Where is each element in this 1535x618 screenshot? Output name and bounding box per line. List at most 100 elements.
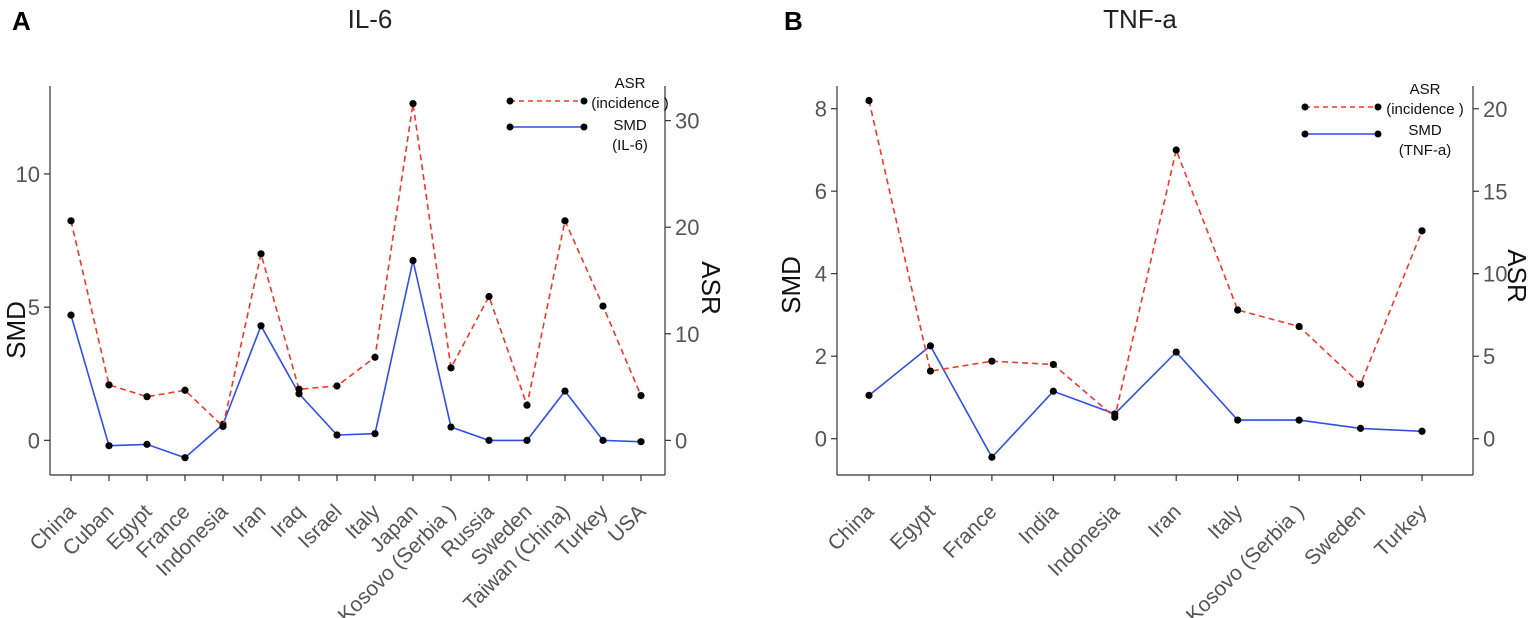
panel-a-legend: ASR (incidence ) SMD (IL-6) — [506, 75, 669, 154]
smd-point — [257, 322, 265, 330]
asr-point — [371, 353, 379, 361]
panel-b-letter: B — [784, 6, 803, 36]
right-tick-label: 20 — [675, 215, 699, 240]
smd-point — [181, 454, 189, 462]
right-tick-label: 10 — [675, 322, 699, 347]
smd-point — [67, 311, 75, 319]
legend-asr-marker — [506, 97, 514, 105]
right-tick-label: 5 — [1483, 344, 1495, 369]
legend-asr-label: ASR — [615, 75, 646, 92]
smd-point — [105, 442, 113, 450]
left-tick-label: 10 — [16, 162, 40, 187]
x-tick-label: France — [939, 500, 1001, 562]
asr-point — [219, 422, 227, 431]
panel-b-series — [865, 96, 1426, 461]
smd-point — [1356, 424, 1365, 432]
legend-asr-marker — [580, 97, 588, 105]
smd-point — [865, 391, 873, 399]
smd-series-line — [70, 260, 642, 459]
panel-b-left-ticks: 0 2 4 6 8 — [815, 97, 837, 452]
asr-point — [257, 250, 265, 258]
panel-b-left-axis-title: SMD — [776, 256, 806, 314]
x-tick-label: USA — [604, 500, 651, 547]
left-tick-label: 8 — [815, 97, 827, 122]
smd-point — [1234, 416, 1242, 424]
x-tick-label: Italy — [1204, 500, 1248, 544]
legend-asr-label-sub: (incidence ) — [591, 95, 669, 112]
x-tick-label: India — [1014, 500, 1063, 549]
panel-a-right-axis-title: ASR — [696, 261, 726, 314]
smd-point — [1295, 416, 1303, 424]
right-tick-label: 0 — [1483, 427, 1495, 452]
legend-smd-marker — [506, 123, 514, 131]
asr-point — [1356, 380, 1365, 388]
x-tick-label: Iran — [229, 500, 271, 542]
x-tick-label: Iran — [1144, 500, 1186, 542]
panel-a-series — [67, 99, 645, 462]
right-tick-label: 10 — [1483, 262, 1507, 287]
legend-asr-marker — [1301, 103, 1309, 111]
left-tick-label: 5 — [28, 295, 40, 320]
smd-point — [599, 436, 607, 444]
right-tick-label: 20 — [1483, 97, 1507, 122]
legend-smd-label: SMD — [1408, 122, 1442, 139]
left-tick-label: 0 — [815, 427, 827, 452]
panel-a-right-ticks: 0 10 20 30 — [665, 109, 699, 453]
right-tick-label: 15 — [1483, 179, 1507, 204]
smd-point — [333, 431, 341, 439]
panel-a-title: IL-6 — [348, 4, 393, 34]
asr-series-line — [70, 103, 642, 429]
panel-a-letter: A — [12, 6, 31, 36]
asr-point — [561, 217, 569, 225]
asr-point — [143, 393, 151, 401]
legend-smd-marker — [580, 123, 588, 131]
smd-point — [523, 436, 531, 444]
right-tick-label: 30 — [675, 109, 699, 134]
asr-point — [409, 99, 417, 108]
asr-point — [105, 381, 113, 389]
left-tick-label: 2 — [815, 344, 827, 369]
legend-smd-label-sub: (IL-6) — [612, 137, 648, 154]
panel-a-left-axis-title: SMD — [1, 301, 31, 359]
asr-point — [523, 401, 531, 409]
smd-point — [1172, 348, 1180, 356]
smd-point — [409, 256, 417, 265]
asr-point — [1172, 146, 1180, 154]
legend-smd-marker — [1301, 130, 1309, 138]
asr-point — [1111, 413, 1119, 421]
smd-point — [1049, 387, 1057, 395]
legend-asr-label-sub: (incidence ) — [1386, 101, 1464, 118]
asr-point — [295, 385, 303, 393]
asr-point — [67, 217, 75, 225]
x-tick-label: Sweden — [1300, 500, 1370, 570]
asr-point — [988, 357, 996, 365]
smd-series-line — [868, 344, 1423, 459]
asr-point — [1049, 360, 1057, 369]
asr-point — [181, 386, 189, 394]
legend-smd-label: SMD — [613, 117, 647, 134]
smd-point — [485, 436, 493, 444]
asr-point — [447, 364, 455, 372]
smd-point — [1418, 427, 1426, 435]
smd-point — [637, 438, 645, 446]
smd-point — [447, 423, 455, 431]
asr-series-line — [868, 100, 1423, 419]
x-tick-label: Israel — [294, 500, 347, 553]
legend-smd-label-sub: (TNF-a) — [1399, 142, 1452, 159]
x-tick-label: Turkey — [1370, 500, 1431, 561]
asr-point — [1418, 227, 1426, 235]
panel-b-right-ticks: 0 5 10 15 20 — [1473, 97, 1507, 452]
smd-point — [988, 453, 996, 461]
legend-asr-label: ASR — [1410, 81, 1441, 98]
asr-point — [599, 302, 607, 310]
left-tick-label: 4 — [815, 262, 827, 287]
asr-point — [1234, 306, 1242, 314]
legend-smd-marker — [1374, 130, 1382, 138]
asr-point — [926, 367, 935, 375]
x-tick-label: Egypt — [886, 500, 940, 554]
panel-b-right-axis-title: ASR — [1502, 249, 1532, 302]
asr-point — [333, 382, 341, 390]
